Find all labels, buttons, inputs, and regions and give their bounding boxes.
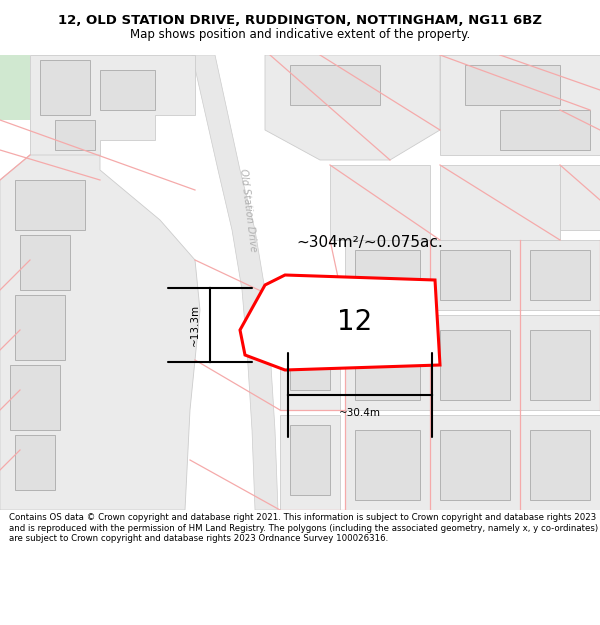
Text: 12, OLD STATION DRIVE, RUDDINGTON, NOTTINGHAM, NG11 6BZ: 12, OLD STATION DRIVE, RUDDINGTON, NOTTI… — [58, 14, 542, 27]
Polygon shape — [0, 55, 30, 120]
Polygon shape — [440, 55, 600, 155]
Polygon shape — [30, 55, 195, 155]
Polygon shape — [290, 315, 330, 390]
Polygon shape — [15, 295, 65, 360]
Polygon shape — [10, 365, 60, 430]
Polygon shape — [355, 250, 420, 300]
Text: Map shows position and indicative extent of the property.: Map shows position and indicative extent… — [130, 28, 470, 41]
Polygon shape — [430, 315, 520, 410]
Polygon shape — [100, 70, 155, 110]
Polygon shape — [355, 430, 420, 500]
Polygon shape — [345, 415, 430, 510]
Polygon shape — [330, 165, 430, 240]
Polygon shape — [345, 240, 430, 310]
Polygon shape — [280, 415, 340, 510]
Polygon shape — [15, 180, 85, 230]
Polygon shape — [520, 240, 600, 310]
Polygon shape — [345, 315, 430, 410]
Polygon shape — [440, 250, 510, 300]
Polygon shape — [355, 330, 420, 400]
Polygon shape — [465, 65, 560, 105]
Polygon shape — [530, 250, 590, 300]
Polygon shape — [55, 120, 95, 150]
Polygon shape — [280, 300, 340, 410]
Text: Old Station Drive: Old Station Drive — [238, 168, 258, 252]
Polygon shape — [15, 435, 55, 490]
Polygon shape — [290, 65, 380, 105]
Polygon shape — [20, 235, 70, 290]
Polygon shape — [265, 55, 440, 160]
Polygon shape — [0, 155, 200, 510]
Polygon shape — [560, 165, 600, 230]
Polygon shape — [430, 415, 520, 510]
Polygon shape — [290, 425, 330, 495]
Text: ~13.3m: ~13.3m — [190, 304, 200, 346]
Polygon shape — [520, 415, 600, 510]
Polygon shape — [440, 165, 560, 240]
Polygon shape — [192, 55, 278, 510]
Text: Contains OS data © Crown copyright and database right 2021. This information is : Contains OS data © Crown copyright and d… — [9, 514, 598, 543]
Polygon shape — [530, 330, 590, 400]
Text: 12: 12 — [337, 308, 373, 336]
Polygon shape — [440, 430, 510, 500]
Polygon shape — [240, 275, 440, 370]
Polygon shape — [440, 330, 510, 400]
Polygon shape — [530, 430, 590, 500]
Polygon shape — [500, 110, 590, 150]
Polygon shape — [40, 60, 90, 115]
Polygon shape — [520, 315, 600, 410]
Text: ~304m²/~0.075ac.: ~304m²/~0.075ac. — [296, 234, 443, 249]
Text: ~30.4m: ~30.4m — [339, 408, 381, 418]
Polygon shape — [430, 240, 520, 310]
